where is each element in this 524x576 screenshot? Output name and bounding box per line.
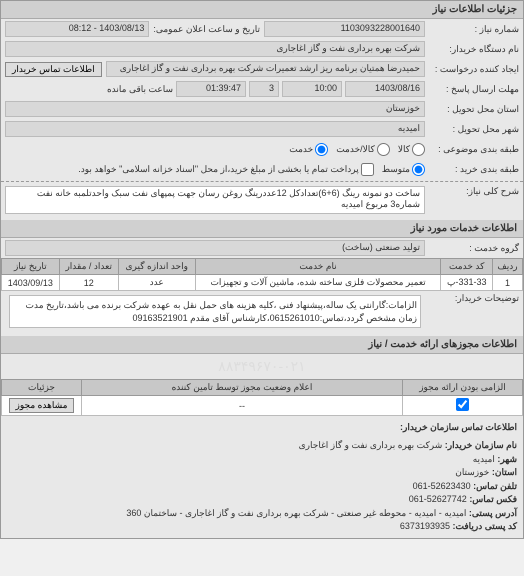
deadline-count-field: 3 [249,81,279,97]
priority-label: طبقه بندی خرید : [429,164,519,175]
desc-label: شرح کلی نیاز: [429,186,519,197]
pth-2: جزئیات [2,380,82,396]
permit-status-cell: -- [82,396,403,416]
notes-label: توضیحات خریدار: [429,293,519,304]
budget-label: طبقه بندی موضوعی : [429,144,519,155]
watermark-phone: ٠٢١-٨٨٣۴٩۶٧٠ [1,354,523,379]
c-address-label: آدرس پستی: [469,508,517,518]
notes-field: الزامات:گارانتی یک ساله،پیشنهاد فنی ،کلی… [9,295,421,328]
c-org-label: نام سازمان خریدار: [445,440,517,450]
c-org: شرکت بهره برداری نفت و گاز اغاجاری [299,440,443,450]
th-3: واحد اندازه گیری [118,259,195,275]
budget-radio-0[interactable] [412,143,425,156]
desc-field: ساخت دو نمونه رینگ (6+6)تعدادکل 12عددرین… [5,186,425,214]
public-date-field: 1403/08/13 - 08:12 [5,21,149,37]
province-label: استان محل تحویل : [429,104,519,115]
th-4: تعداد / مقدار [59,259,118,275]
td-1: 331-33-پ [441,275,492,291]
contact-info-button[interactable]: اطلاعات تماس خریدار [5,62,102,77]
buyer-org-label: نام دستگاه خریدار: [429,44,519,55]
c-city: امیدیه [473,454,495,464]
view-permit-button[interactable]: مشاهده مجوز [9,398,75,413]
city-label: شهر محل تحویل : [429,124,519,135]
page-header: جزئیات اطلاعات نیاز [1,1,523,19]
remaining-field: 01:39:47 [176,81,246,97]
td-5: 1403/09/13 [2,275,60,291]
td-3: عدد [118,275,195,291]
budget-opt-2: خدمت [289,144,313,155]
c-postal-label: کد پستی دریافت: [453,521,518,531]
permit-details-cell: مشاهده مجوز [2,396,82,416]
th-0: ردیف [492,259,522,275]
budget-opt-1: کالا/خدمت [336,144,375,155]
budget-radio-1[interactable] [377,143,390,156]
permits-table: الزامی بودن ارائه مجوز اعلام وضعیت مجوز … [1,379,523,416]
city-field: امیدیه [5,121,425,137]
table-row: -- مشاهده مجوز [2,396,523,416]
deadline-label: مهلت ارسال پاسخ : [429,84,519,95]
priority-check-1[interactable] [361,163,374,176]
service-group-label: گروه خدمت : [429,243,519,254]
service-group-field: تولید صنعتی (ساخت) [5,240,425,256]
remaining-label: ساعت باقی مانده [107,84,173,95]
province-field: خوزستان [5,101,425,117]
services-header: اطلاعات خدمات مورد نیاز [1,220,523,238]
budget-radio-group: کالا کالا/خدمت خدمت [289,143,425,156]
contact-block: نام سازمان خریدار: شرکت بهره برداری نفت … [1,435,523,538]
c-phone: 52623430-061 [413,481,471,491]
priority-opt-1: پرداخت تمام یا بخشی از مبلغ خرید،از محل … [78,164,358,175]
requester-field: حمیدرضا همتیان برنامه ریز ارشد تعمیرات ش… [106,61,425,77]
td-4: 12 [59,275,118,291]
th-2: نام خدمت [195,259,441,275]
contact-header: اطلاعات تماس سازمان خریدار: [1,420,523,435]
pth-1: اعلام وضعیت مجوز توسط تامین کننده [82,380,403,396]
req-no-label: شماره نیاز : [429,24,519,35]
table-row: 1 331-33-پ تعمیر محصولات فلزی ساخته شده،… [2,275,523,291]
c-fax: 52627742-061 [409,494,467,504]
c-province: خوزستان [455,467,489,477]
th-1: کد خدمت [441,259,492,275]
c-phone-label: تلفن تماس: [473,481,517,491]
budget-opt-0: کالا [398,144,410,155]
permit-required-checkbox[interactable] [456,398,469,411]
buyer-org-field: شرکت بهره برداری نفت و گاز اغاجاری [5,41,425,57]
td-2: تعمیر محصولات فلزی ساخته شده، ماشین آلات… [195,275,441,291]
c-fax-label: فکس تماس: [469,494,517,504]
services-table-header-row: ردیف کد خدمت نام خدمت واحد اندازه گیری ت… [2,259,523,275]
priority-radio-0[interactable] [412,163,425,176]
deadline-date-field: 1403/08/16 [345,81,425,97]
pth-0: الزامی بودن ارائه مجوز [403,380,523,396]
budget-radio-2[interactable] [315,143,328,156]
c-postal: 6373193935 [400,521,450,531]
c-city-label: شهر: [497,454,517,464]
permit-required-cell [403,396,523,416]
th-5: تاریخ نیاز [2,259,60,275]
priority-opt-0: متوسط [382,164,410,175]
permits-header-row: الزامی بودن ارائه مجوز اعلام وضعیت مجوز … [2,380,523,396]
c-province-label: استان: [492,467,517,477]
priority-radio-group: متوسط پرداخت تمام یا بخشی از مبلغ خرید،ا… [78,163,425,176]
td-0: 1 [492,275,522,291]
public-date-label: تاریخ و ساعت اعلان عمومی: [153,24,260,35]
services-table: ردیف کد خدمت نام خدمت واحد اندازه گیری ت… [1,258,523,291]
requester-label: ایجاد کننده درخواست : [429,64,519,75]
deadline-time-field: 10:00 [282,81,342,97]
req-no-field: 1103093228001640 [264,21,425,37]
permits-header: اطلاعات مجوزهای ارائه خدمت / نیاز [1,336,523,354]
c-address: امیدیه - امیدیه - محوطه غیر صنعتی - شرکت… [126,508,466,518]
